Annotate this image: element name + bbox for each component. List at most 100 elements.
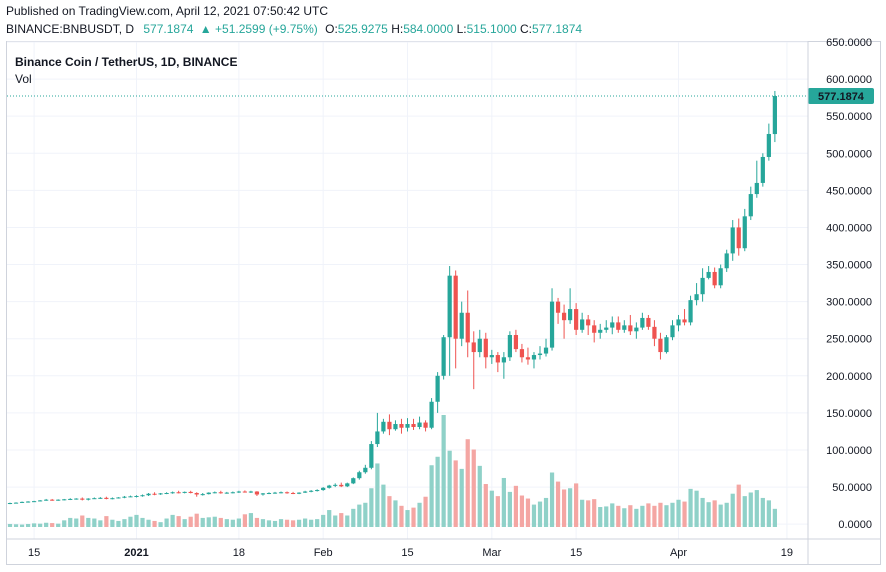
candle	[315, 489, 320, 492]
volume-bar	[363, 502, 368, 527]
candle	[74, 498, 79, 500]
candle-body	[525, 357, 531, 360]
candle-body	[489, 355, 494, 358]
candle-body	[272, 492, 278, 494]
volume-bar	[170, 514, 175, 527]
candle-body	[158, 493, 163, 495]
candle	[724, 249, 729, 272]
volume-bar	[772, 508, 777, 527]
volume-bar	[483, 484, 488, 527]
candle-body	[664, 337, 669, 353]
x-tick-label: Apr	[670, 547, 687, 559]
volume-bar	[321, 514, 326, 527]
volume-bar	[182, 519, 187, 527]
candle-body	[146, 493, 151, 496]
y-tick-label: 50.0000	[832, 482, 872, 494]
volume-bar	[345, 515, 350, 527]
candle-body	[86, 498, 91, 500]
candle	[248, 490, 254, 494]
candle-body	[417, 422, 422, 427]
candle-body	[549, 301, 555, 348]
candle	[272, 491, 278, 494]
volume-bar	[122, 519, 127, 527]
candle-body	[333, 484, 338, 486]
candle-body	[290, 493, 296, 495]
volume-bar	[176, 516, 181, 527]
candle-body	[465, 312, 470, 343]
high-label: H:	[391, 22, 404, 36]
candle-body	[724, 253, 729, 269]
volume-bar	[7, 523, 13, 527]
candle-body	[212, 492, 217, 494]
volume-bar	[724, 502, 729, 527]
candle-body	[164, 493, 169, 495]
candle-body	[742, 216, 747, 249]
candle	[321, 487, 326, 491]
volume-bar	[146, 519, 151, 527]
candle-body	[56, 499, 61, 501]
last-price-badge	[808, 88, 874, 105]
close-label: C:	[520, 22, 533, 36]
volume-bar	[19, 524, 25, 527]
candle	[628, 314, 633, 336]
volume-bar	[670, 502, 675, 527]
candle-body	[266, 493, 272, 495]
candle	[736, 218, 741, 256]
candle-body	[375, 431, 380, 445]
candle-body	[284, 492, 290, 494]
candle	[453, 270, 458, 369]
candle	[447, 266, 452, 376]
candle-body	[471, 342, 476, 353]
volume-bar	[188, 516, 193, 527]
candle-body	[393, 424, 398, 430]
candle	[200, 493, 205, 496]
high-value: 584.0000	[403, 22, 454, 36]
candle	[604, 320, 609, 333]
volume-bar	[628, 505, 633, 527]
candle	[658, 332, 663, 360]
candle	[483, 332, 488, 369]
candle	[303, 490, 308, 494]
x-tick-label: 2021	[124, 547, 148, 559]
volume-bar	[309, 519, 314, 527]
candle	[236, 490, 241, 494]
published-note: Published on TradingView.com, April 12, …	[6, 4, 328, 18]
candle-body	[495, 355, 500, 363]
candle	[327, 484, 332, 489]
candle-body	[616, 322, 621, 330]
y-tick-label: 600.0000	[826, 74, 872, 86]
candle-body	[387, 421, 392, 430]
volume-bar	[369, 488, 374, 527]
candle-body	[441, 337, 446, 376]
candle-body	[104, 497, 109, 499]
candle-body	[688, 300, 693, 323]
candle	[242, 490, 247, 493]
candle	[706, 266, 711, 280]
volume-bar	[62, 520, 67, 527]
candle	[411, 418, 416, 430]
volume-bar	[381, 484, 386, 527]
candle-body	[236, 491, 241, 493]
volume-bar	[13, 524, 19, 527]
candle	[676, 314, 681, 332]
volume-bar	[658, 502, 663, 527]
volume-bar	[387, 496, 392, 527]
volume-bar	[86, 517, 91, 527]
candle-body	[453, 275, 458, 339]
candle	[369, 441, 374, 470]
candle-body	[561, 312, 567, 321]
change-value: +51.2599 (+9.75%)	[215, 22, 318, 36]
candle-body	[357, 472, 362, 479]
x-tick-label: Mar	[482, 547, 501, 559]
legend-volume-label: Vol	[15, 72, 32, 86]
candle	[351, 477, 356, 485]
volume-bar	[200, 517, 205, 527]
candle	[537, 346, 543, 360]
volume-bar	[98, 520, 103, 527]
candle	[495, 352, 500, 373]
candle	[477, 329, 482, 358]
volume-bar	[513, 485, 519, 527]
candle-body	[25, 501, 31, 503]
candle-body	[772, 96, 777, 135]
